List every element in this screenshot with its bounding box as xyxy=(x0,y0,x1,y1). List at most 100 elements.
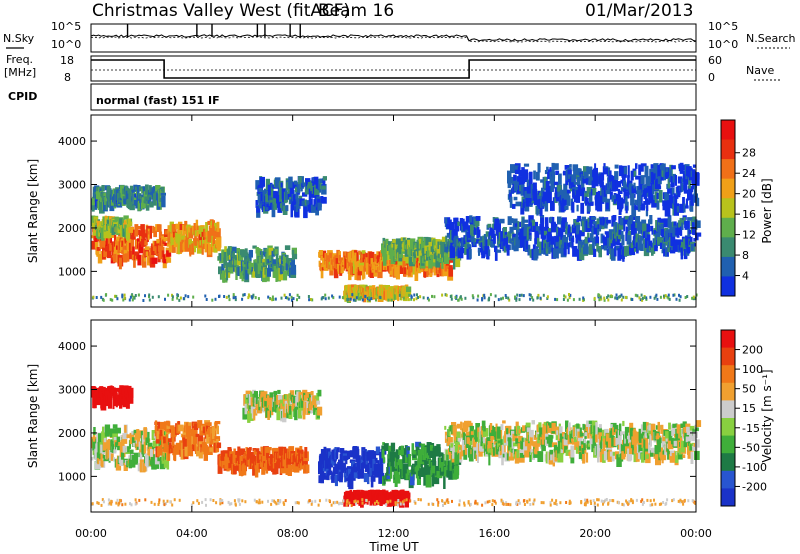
echo-cell xyxy=(599,451,604,463)
echo-cell xyxy=(495,423,498,432)
echo-cell xyxy=(528,498,531,502)
echo-cell xyxy=(552,172,555,183)
echo-cell xyxy=(251,296,254,300)
echo-cell xyxy=(227,294,230,298)
echo-cell xyxy=(688,229,692,235)
echo-cell xyxy=(415,446,420,452)
echo-cell xyxy=(455,256,461,268)
echo-cell xyxy=(269,199,273,205)
echo-cell xyxy=(197,435,204,445)
echo-cell xyxy=(239,266,242,279)
echo-cell xyxy=(141,435,146,445)
echo-cell xyxy=(105,198,108,211)
echo-cell xyxy=(347,450,351,459)
echo-cell xyxy=(601,173,604,178)
echo-cell xyxy=(294,408,298,421)
echo-cell xyxy=(635,449,640,462)
echo-cell xyxy=(449,245,456,258)
echo-cell xyxy=(425,267,429,271)
echo-cell xyxy=(653,230,660,235)
echo-cell xyxy=(494,431,498,442)
echo-cell xyxy=(536,296,539,300)
echo-cell xyxy=(530,449,536,455)
echo-cell xyxy=(656,200,660,210)
echo-cell xyxy=(204,294,207,298)
echo-cell xyxy=(557,216,562,225)
echo-cell xyxy=(614,164,619,169)
echo-cell xyxy=(453,229,458,237)
echo-cell xyxy=(534,443,539,455)
echo-cell xyxy=(296,298,298,302)
echo-cell xyxy=(584,193,589,197)
echo-cell xyxy=(555,241,560,247)
echo-cell xyxy=(415,465,418,479)
echo-cell xyxy=(419,295,422,299)
echo-cell xyxy=(377,267,383,279)
echo-cell xyxy=(224,255,227,265)
echo-cell xyxy=(160,192,166,196)
echo-cell xyxy=(133,429,137,436)
echo-cell xyxy=(575,446,579,454)
echo-cell xyxy=(614,424,619,432)
echo-cell xyxy=(107,192,111,206)
echo-cell xyxy=(571,237,575,243)
echo-cell xyxy=(447,501,450,504)
echo-cell xyxy=(116,236,122,246)
echo-cell xyxy=(125,448,129,453)
echo-cell xyxy=(142,462,147,472)
echo-cell xyxy=(441,249,445,260)
echo-cell xyxy=(557,236,561,240)
echo-cell xyxy=(646,234,651,246)
echo-cell xyxy=(217,256,222,261)
echo-cell xyxy=(122,188,125,195)
echo-cell xyxy=(274,249,278,256)
echo-cell xyxy=(642,421,647,431)
echo-cell xyxy=(192,295,195,299)
echo-cell xyxy=(314,396,317,401)
echo-cell xyxy=(331,294,334,298)
echo-cell xyxy=(109,298,112,302)
echo-cell xyxy=(630,242,633,248)
echo-cell xyxy=(558,173,562,185)
echo-cell xyxy=(140,238,147,247)
beam-label: Beam 16 xyxy=(318,1,394,21)
echo-cell xyxy=(562,198,568,206)
echo-cell xyxy=(688,177,691,189)
echo-cell xyxy=(652,199,657,208)
echo-cell xyxy=(616,236,620,245)
echo-cell xyxy=(355,296,358,300)
echo-cell xyxy=(477,247,483,253)
echo-cell xyxy=(448,248,451,258)
echo-cell xyxy=(636,294,639,298)
echo-cell xyxy=(680,247,683,260)
echo-cell xyxy=(550,236,555,245)
echo-cell xyxy=(270,187,274,198)
echo-cell xyxy=(537,162,541,173)
echo-cell xyxy=(635,431,640,438)
echo-cell xyxy=(686,295,689,298)
echo-cell xyxy=(290,204,294,218)
echo-cell xyxy=(102,439,108,451)
echo-cell xyxy=(135,441,138,451)
echo-cell xyxy=(570,454,575,464)
echo-cell xyxy=(524,190,530,202)
echo-cell xyxy=(361,501,364,505)
freq-left-tick-low: 8 xyxy=(64,71,71,84)
echo-cell xyxy=(111,442,114,453)
echo-cell xyxy=(454,441,460,453)
echo-cell xyxy=(668,430,672,441)
echo-cell xyxy=(148,298,151,302)
echo-cell xyxy=(172,245,176,253)
echo-cell xyxy=(517,221,520,230)
echo-cell xyxy=(528,171,533,185)
echo-cell xyxy=(595,227,599,240)
echo-cell xyxy=(376,251,380,257)
echo-cell xyxy=(115,458,122,471)
echo-cell xyxy=(368,450,374,456)
echo-cell xyxy=(599,181,604,188)
echo-cell xyxy=(156,430,160,440)
y-tick-label: 1000 xyxy=(58,265,86,278)
echo-cell xyxy=(437,503,440,507)
echo-cell xyxy=(349,253,353,263)
echo-cell xyxy=(441,257,444,269)
